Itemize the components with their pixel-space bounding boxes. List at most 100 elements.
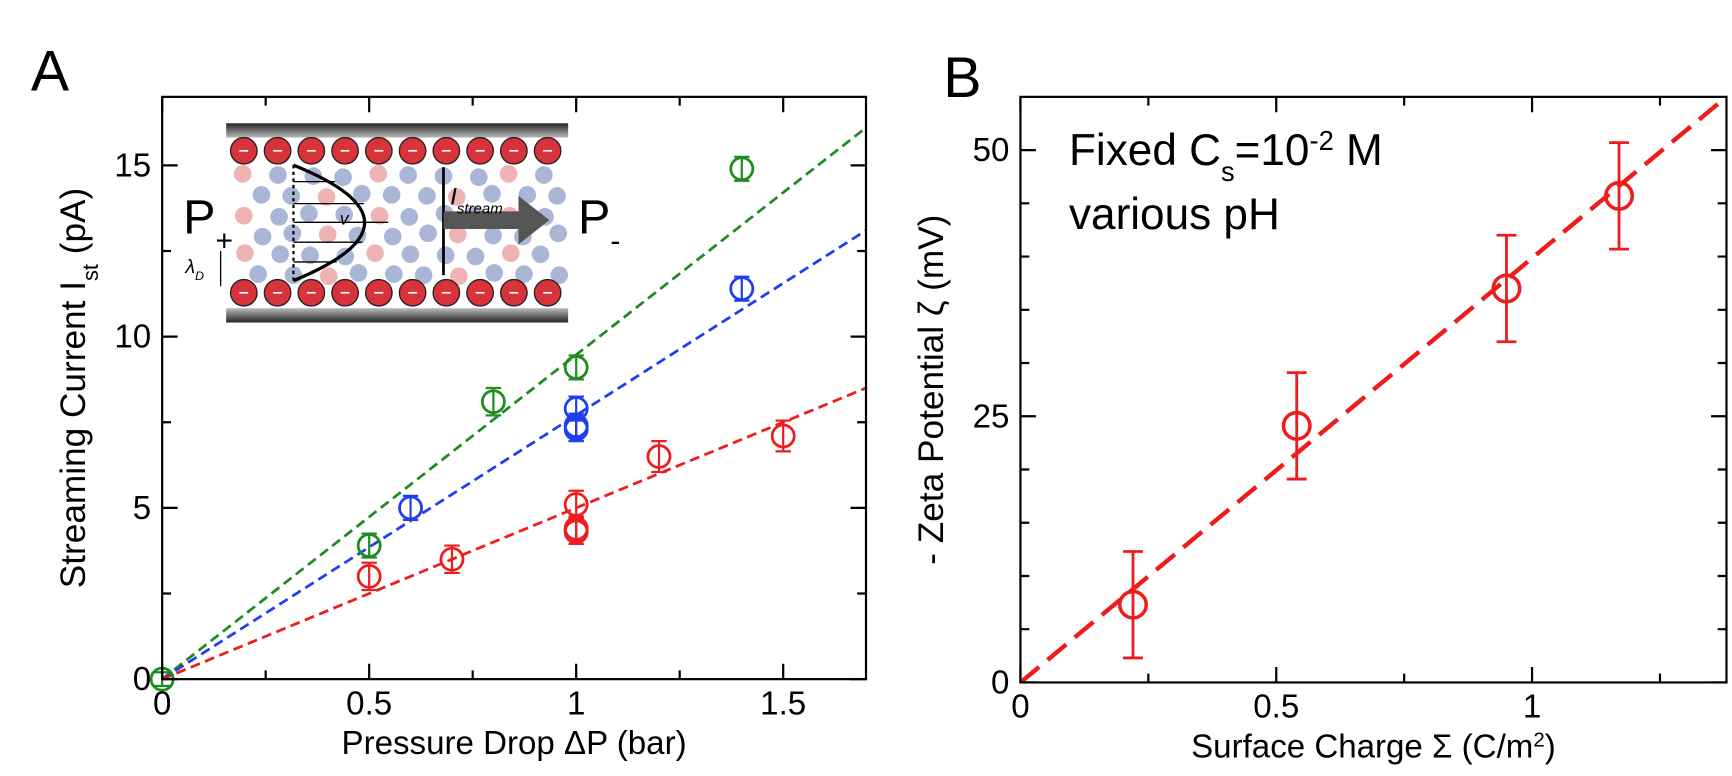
marker [1117, 589, 1149, 620]
marker [356, 533, 382, 558]
plot-frame [1019, 95, 1728, 684]
marker [729, 156, 755, 182]
error-bar [1496, 233, 1517, 344]
annotation: Fixed Cs=10-2 M [1069, 125, 1383, 187]
ion [335, 205, 354, 224]
x-axis-label: Surface Charge Σ (C/m2) [1191, 728, 1556, 765]
channel-wall [226, 123, 569, 138]
ion [370, 206, 389, 225]
y-tick-label: 5 [133, 490, 151, 527]
marker [770, 423, 796, 449]
ion [253, 227, 272, 246]
text-part: ) [1545, 728, 1556, 765]
marker [356, 564, 382, 589]
text-part: + [216, 224, 234, 257]
ion [399, 166, 418, 184]
y-tick-label: 0 [991, 664, 1009, 701]
y-tick-label: 50 [973, 132, 1010, 169]
ion [400, 208, 419, 226]
marker [563, 519, 589, 545]
ion [382, 186, 401, 204]
marker [729, 276, 755, 302]
marker [1604, 180, 1635, 211]
inset-label: Istream [450, 184, 503, 217]
ion [483, 184, 501, 203]
inset-label: P- [578, 190, 620, 256]
marker [563, 416, 589, 442]
plot-content [1020, 96, 1727, 683]
text-part: Surface Charge Σ (C/m [1191, 728, 1533, 765]
x-tick-label: 0 [1011, 689, 1029, 726]
flow-arrow [443, 195, 550, 245]
ion [385, 265, 403, 283]
text-part: P [183, 190, 215, 244]
ion [401, 245, 420, 264]
y-tick-label: 25 [973, 398, 1010, 435]
error-bar [1609, 141, 1629, 251]
text-part: =10 [1235, 126, 1310, 175]
plot-content [162, 126, 866, 680]
ion [282, 187, 301, 205]
x-tick-label: 0.5 [346, 685, 392, 722]
text-part: s [1221, 156, 1235, 187]
ion [336, 247, 355, 266]
x-tick-label: 1.5 [760, 685, 806, 722]
ion [418, 187, 436, 205]
ion [501, 244, 520, 262]
text-part: 2 [1533, 728, 1544, 751]
text-part: λ [184, 256, 195, 278]
text-part: (pA) [54, 188, 93, 264]
y-tick-label: 10 [114, 319, 151, 356]
inset-label: P+ [183, 190, 233, 256]
ion [249, 265, 267, 283]
text-part: -2 [1309, 125, 1333, 156]
ion [284, 266, 303, 284]
panel-letter: A [31, 39, 70, 103]
marker [439, 546, 465, 572]
ion [334, 168, 352, 187]
y-tick-label: 15 [114, 147, 151, 184]
ion [366, 244, 384, 262]
ion [548, 187, 566, 205]
text-part: - [610, 224, 620, 257]
ion [436, 246, 455, 265]
fit-line [1020, 96, 1727, 683]
ion [535, 166, 553, 184]
marker [563, 355, 589, 380]
channel-wall [226, 308, 569, 323]
marker [1491, 273, 1522, 304]
text-part: - Zeta Potential ζ (mV) [912, 215, 951, 565]
ion [270, 208, 288, 226]
fit-line [162, 229, 866, 680]
ion [349, 264, 368, 282]
ion [531, 245, 550, 264]
y-axis-label: Streaming Current Ist (pA) [54, 188, 103, 589]
fit-line [162, 386, 866, 680]
x-tick-label: 0.5 [1253, 689, 1299, 726]
ion [550, 266, 569, 284]
text-part: various pH [1069, 190, 1280, 239]
panel-letter: B [943, 46, 981, 110]
ion [252, 186, 271, 204]
ion [485, 264, 504, 282]
text-part: P [578, 190, 610, 244]
text-part: st [77, 264, 102, 281]
ion [353, 184, 371, 203]
x-tick-label: 1 [1523, 689, 1541, 726]
annotation: various pH [1069, 190, 1280, 239]
plot-area: 0 0.5 1 0 25 50 [973, 95, 1728, 726]
inset-label: λD [184, 256, 204, 283]
ion [499, 165, 518, 183]
text-part: stream [457, 200, 503, 217]
marker [1281, 410, 1312, 441]
text-part: Streaming Current I [54, 281, 93, 588]
text-part: D [195, 269, 204, 283]
text-part: Pressure Drop ΔP (bar) [342, 725, 687, 762]
ion [466, 247, 485, 266]
ion [414, 266, 433, 284]
ion [317, 188, 336, 206]
ion [269, 166, 287, 184]
ion [515, 265, 533, 283]
